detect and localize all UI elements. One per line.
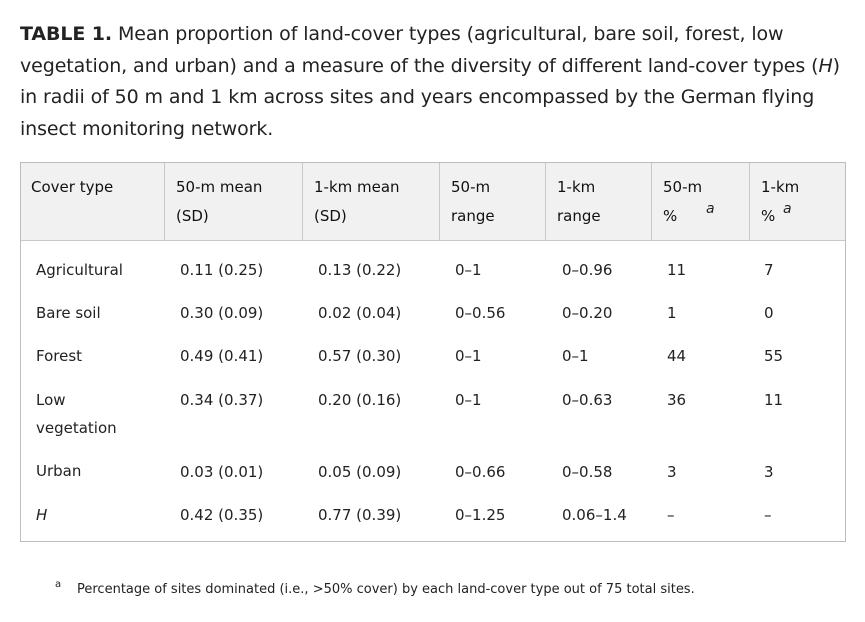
row-low-vegetation-range1k: 0–0.63	[562, 391, 613, 409]
header-50m-percent: 50-m % a	[651, 163, 749, 240]
header-1km-percent-line1: 1-km	[761, 178, 800, 196]
row-low-vegetation-mean50: 0.34 (0.37)	[180, 391, 264, 409]
row-h-range50: 0–1.25	[455, 506, 506, 524]
row-forest-pct50: 44	[667, 347, 687, 365]
table-caption: TABLE 1. Mean proportion of land-cover t…	[20, 19, 850, 145]
caption-italic-h: H	[818, 54, 833, 77]
row-agricultural-mean50: 0.11 (0.25)	[180, 261, 264, 279]
header-1km-percent-line2: %	[761, 207, 776, 225]
header-50m-mean-line1: 50-m mean	[176, 178, 263, 196]
row-agricultural-range1k: 0–0.96	[562, 261, 613, 279]
row-forest-mean50: 0.49 (0.41)	[180, 347, 264, 365]
row-h-cover: H	[36, 506, 48, 524]
row-agricultural-range50: 0–1	[455, 261, 482, 279]
row-bare-soil-mean50: 0.30 (0.09)	[180, 304, 264, 322]
row-forest-pct1k: 55	[764, 347, 784, 365]
header-1km-mean: 1-km mean (SD)	[302, 163, 439, 240]
row-h-pct50: –	[667, 506, 675, 524]
row-bare-soil-mean1k: 0.02 (0.04)	[318, 304, 402, 322]
header-cover-type: Cover type	[21, 163, 164, 240]
row-urban-mean1k: 0.05 (0.09)	[318, 463, 402, 481]
row-low-vegetation-mean1k: 0.20 (0.16)	[318, 391, 402, 409]
row-urban-pct1k: 3	[764, 463, 774, 481]
footnote-text: Percentage of sites dominated (i.e., >50…	[77, 582, 695, 597]
header-1km-mean-line2: (SD)	[314, 207, 347, 225]
caption-text-part1: Mean proportion of land-cover types (agr…	[20, 23, 819, 77]
caption-label: TABLE 1.	[20, 23, 113, 45]
header-1km-mean-line1: 1-km mean	[314, 178, 400, 196]
row-low-vegetation-pct50: 36	[667, 391, 687, 409]
row-forest-range50: 0–1	[455, 347, 482, 365]
footnote-mark: a	[55, 579, 62, 590]
row-low-vegetation-range50: 0–1	[455, 391, 482, 409]
header-50m-range-line2: range	[451, 207, 495, 225]
row-agricultural-pct50: 11	[667, 261, 687, 279]
table-header-row: Cover type 50-m mean (SD) 1-km mean (SD)…	[21, 163, 845, 241]
row-urban-cover: Urban	[36, 462, 82, 480]
header-1km-percent: 1-km % a	[749, 163, 845, 240]
header-1km-range-line1: 1-km	[557, 178, 596, 196]
row-agricultural-mean1k: 0.13 (0.22)	[318, 261, 402, 279]
header-1km-percent-footnote-mark: a	[783, 201, 792, 217]
caption-text-part2: ) in radii of 50 m and 1 km across sites…	[20, 54, 840, 140]
header-50m-percent-footnote-mark: a	[706, 201, 715, 217]
row-forest-cover: Forest	[36, 347, 83, 365]
row-bare-soil-range1k: 0–0.20	[562, 304, 613, 322]
header-50m-range-line1: 50-m	[451, 178, 491, 196]
row-forest-range1k: 0–1	[562, 347, 589, 365]
row-h-mean50: 0.42 (0.35)	[180, 506, 264, 524]
row-h-mean1k: 0.77 (0.39)	[318, 506, 402, 524]
land-cover-table: Cover type 50-m mean (SD) 1-km mean (SD)…	[20, 162, 846, 542]
header-50m-mean: 50-m mean (SD)	[164, 163, 302, 240]
row-agricultural-pct1k: 7	[764, 261, 774, 279]
row-bare-soil-cover: Bare soil	[36, 304, 101, 322]
row-low-vegetation-pct1k: 11	[764, 391, 784, 409]
row-urban-range1k: 0–0.58	[562, 463, 613, 481]
row-h-pct1k: –	[764, 506, 772, 524]
row-low-vegetation-cover: Low vegetation	[36, 391, 117, 437]
row-urban-range50: 0–0.66	[455, 463, 506, 481]
header-50m-percent-line1: 50-m	[663, 178, 703, 196]
header-50m-range: 50-m range	[439, 163, 545, 240]
row-urban-mean50: 0.03 (0.01)	[180, 463, 264, 481]
header-50m-mean-line2: (SD)	[176, 207, 209, 225]
row-forest-mean1k: 0.57 (0.30)	[318, 347, 402, 365]
row-bare-soil-range50: 0–0.56	[455, 304, 506, 322]
row-bare-soil-pct50: 1	[667, 304, 677, 322]
row-urban-pct50: 3	[667, 463, 677, 481]
row-h-range1k: 0.06–1.4	[562, 506, 627, 524]
header-1km-range-line2: range	[557, 207, 601, 225]
header-50m-percent-line2: %	[663, 207, 678, 225]
row-bare-soil-pct1k: 0	[764, 304, 774, 322]
header-1km-range: 1-km range	[545, 163, 651, 240]
header-cover-type-label: Cover type	[31, 178, 114, 196]
row-agricultural-cover: Agricultural	[36, 261, 123, 279]
